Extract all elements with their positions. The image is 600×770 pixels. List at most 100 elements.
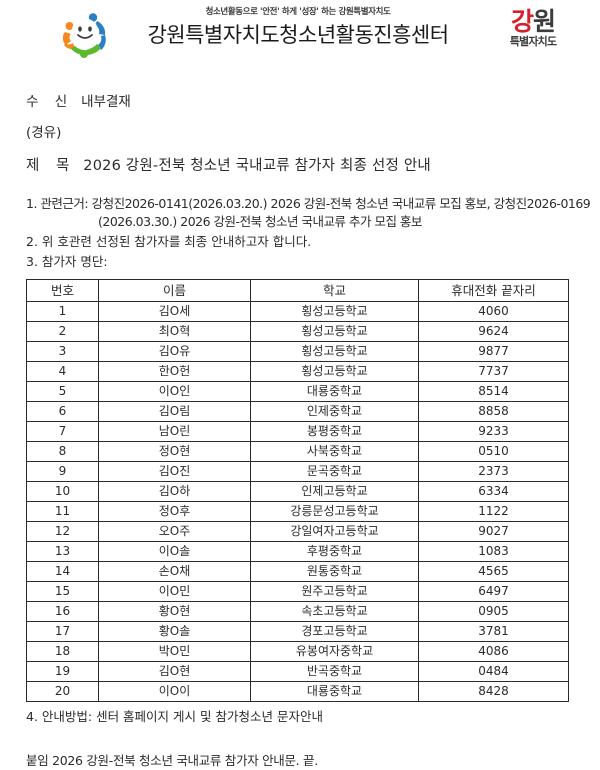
- table-row: 1 김O세 횡성고등학교 4060: [26, 301, 569, 322]
- table-row: 8 정O현 사북중학교 0510: [26, 441, 569, 462]
- cell-school: 대룡중학교: [250, 681, 419, 702]
- cell-number: 17: [26, 621, 99, 642]
- item-3: 3. 참가자 명단:: [26, 254, 108, 269]
- cell-number: 6: [26, 401, 99, 422]
- table-row: 9 김O진 문곡중학교 2373: [26, 461, 569, 482]
- document-body: 수 신 내부결재 (경유) 제 목 2026 강원-전북 청소년 국내교류 참가자 …: [0, 94, 600, 770]
- cell-phone: 4060: [418, 301, 569, 322]
- cell-number: 10: [26, 481, 99, 502]
- cell-phone: 9877: [418, 341, 569, 362]
- subject-row: 제 목 2026 강원-전북 청소년 국내교류 참가자 최종 선정 안내: [26, 158, 574, 175]
- cell-number: 12: [26, 521, 99, 542]
- table-row: 17 황O솔 경포고등학교 3781: [26, 621, 569, 642]
- cell-school: 인제고등학교: [250, 481, 419, 502]
- table-row: 2 최O혁 횡성고등학교 9624: [26, 321, 569, 342]
- recipient-row: 수 신 내부결재: [26, 94, 574, 111]
- cell-school: 원통중학교: [250, 561, 419, 582]
- column-header-school: 학교: [250, 279, 419, 302]
- cell-name: 김O세: [98, 301, 251, 322]
- table-row: 15 이O민 원주고등학교 6497: [26, 581, 569, 602]
- cell-name: 김O유: [98, 341, 251, 362]
- cell-name: 이O인: [98, 381, 251, 402]
- table-row: 16 황O현 속초고등학교 0905: [26, 601, 569, 622]
- cell-school: 강일여자고등학교: [250, 521, 419, 542]
- column-header-phone-last-digits: 휴대전화 끝자리: [418, 279, 569, 302]
- cell-number: 16: [26, 601, 99, 622]
- cell-phone: 6334: [418, 481, 569, 502]
- table-row: 13 이O솔 후평중학교 1083: [26, 541, 569, 562]
- cell-school: 사북중학교: [250, 441, 419, 462]
- via-row: (경유): [26, 125, 574, 142]
- cell-name: 손O채: [98, 561, 251, 582]
- cell-phone: 4086: [418, 641, 569, 662]
- cell-number: 9: [26, 461, 99, 482]
- cell-school: 경포고등학교: [250, 621, 419, 642]
- table-row: 11 정O후 강릉문성고등학교 1122: [26, 501, 569, 522]
- cell-number: 13: [26, 541, 99, 562]
- cell-phone: 1083: [418, 541, 569, 562]
- cell-name: 이O민: [98, 581, 251, 602]
- cell-phone: 0905: [418, 601, 569, 622]
- cell-number: 18: [26, 641, 99, 662]
- cell-name: 황O솔: [98, 621, 251, 642]
- table-row: 7 남O린 봉평중학교 9233: [26, 421, 569, 442]
- cell-number: 14: [26, 561, 99, 582]
- cell-phone: 3781: [418, 621, 569, 642]
- cell-phone: 8858: [418, 401, 569, 422]
- table-row: 3 김O유 횡성고등학교 9877: [26, 341, 569, 362]
- table-header-row: 번호 이름 학교 휴대전화 끝자리: [26, 279, 569, 302]
- table-row: 12 오O주 강일여자고등학교 9027: [26, 521, 569, 542]
- subject-label: 제 목: [26, 158, 76, 174]
- cell-phone: 9624: [418, 321, 569, 342]
- cell-name: 이O솔: [98, 541, 251, 562]
- table-row: 20 이O이 대룡중학교 8428: [26, 681, 569, 702]
- cell-school: 봉평중학교: [250, 421, 419, 442]
- cell-phone: 0484: [418, 661, 569, 682]
- cell-name: 김O진: [98, 461, 251, 482]
- cell-number: 1: [26, 301, 99, 322]
- cell-number: 8: [26, 441, 99, 462]
- cell-school: 횡성고등학교: [250, 341, 419, 362]
- center-logo-icon: [60, 8, 112, 60]
- cell-school: 유봉여자중학교: [250, 641, 419, 662]
- cell-school: 후평중학교: [250, 541, 419, 562]
- cell-phone: 6497: [418, 581, 569, 602]
- item-1-line-1: 1. 관련근거: 강청진2026-0141(2026.03.20.) 2026 …: [26, 196, 591, 211]
- cell-name: 황O현: [98, 601, 251, 622]
- item-1-line-2: (2026.03.30.) 2026 강원-전북 청소년 국내교류 추가 모집 …: [98, 214, 422, 229]
- cell-number: 20: [26, 681, 99, 702]
- cell-name: 남O린: [98, 421, 251, 442]
- cell-number: 3: [26, 341, 99, 362]
- cell-school: 인제중학교: [250, 401, 419, 422]
- cell-number: 5: [26, 381, 99, 402]
- gangwon-logo-wordmark: 강원: [496, 8, 570, 35]
- gangwon-logo-char-1: 강: [510, 7, 534, 36]
- cell-name: 김O하: [98, 481, 251, 502]
- cell-phone: 0510: [418, 441, 569, 462]
- table-row: 19 김O현 반곡중학교 0484: [26, 661, 569, 682]
- cell-phone: 2373: [418, 461, 569, 482]
- attachment-note: 붙임 2026 강원-전북 청소년 국내교류 참가자 안내문. 끝.: [26, 753, 318, 768]
- cell-name: 한O헌: [98, 361, 251, 382]
- table-body: 1 김O세 횡성고등학교 4060 2 최O혁 횡성고등학교 9624 3 김O유 횡성고등학교 98…: [26, 301, 569, 702]
- cell-school: 반곡중학교: [250, 661, 419, 682]
- column-header-number: 번호: [26, 279, 99, 302]
- cell-phone: 8514: [418, 381, 569, 402]
- center-name: 강원특별자치도청소년활동진흥센터: [147, 23, 449, 47]
- center-tagline: 청소년활동으로 '안전' 하게 '성장' 하는 강원특별자치도: [205, 7, 391, 17]
- subject-value: 2026 강원-전북 청소년 국내교류 참가자 최종 선정 안내: [83, 158, 431, 174]
- cell-phone: 7737: [418, 361, 569, 382]
- participant-roster-table: 번호 이름 학교 휴대전화 끝자리 1 김O세 횡성고등학교 4060 2 최O혁 횡성고등…: [26, 279, 569, 702]
- center-title-block: 청소년활동으로 '안전' 하게 '성장' 하는 강원특별자치도 강원특별자치도청…: [118, 6, 478, 50]
- letterhead: 청소년활동으로 '안전' 하게 '성장' 하는 강원특별자치도 강원특별자치도청…: [0, 0, 600, 68]
- cell-number: 19: [26, 661, 99, 682]
- item-2: 2. 위 호관련 선정된 참가자를 최종 안내하고자 합니다.: [26, 234, 312, 249]
- cell-name: 오O주: [98, 521, 251, 542]
- item-4: 4. 안내방법: 센터 홈페이지 게시 및 참가청소년 문자안내: [26, 709, 323, 724]
- cell-name: 최O혁: [98, 321, 251, 342]
- cell-school: 횡성고등학교: [250, 361, 419, 382]
- cell-school: 강릉문성고등학교: [250, 501, 419, 522]
- cell-phone: 9233: [418, 421, 569, 442]
- cell-school: 속초고등학교: [250, 601, 419, 622]
- via-label: (경유): [26, 125, 62, 141]
